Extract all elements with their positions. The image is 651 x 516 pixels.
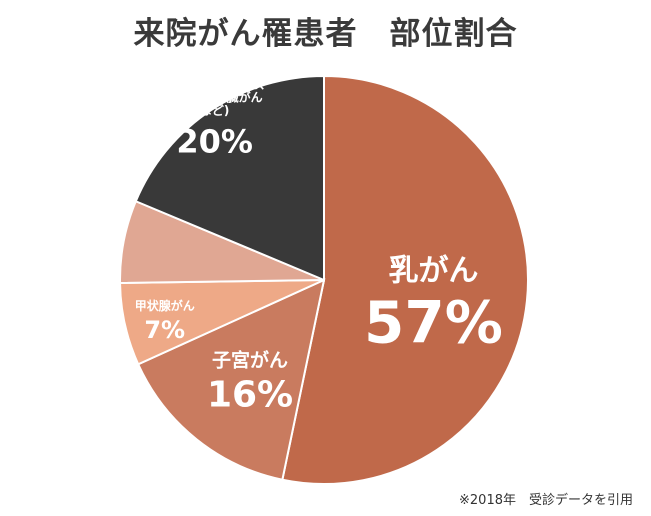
slice-label-4-line-0: そのほか <box>191 65 239 79</box>
slice-value-4: 20% <box>176 123 253 161</box>
pie-slice-4 <box>134 74 325 282</box>
chart-title: 来院がん罹患者 部位割合 <box>133 16 518 52</box>
slice-label-1: 子宮がん <box>212 348 288 371</box>
pie-slices <box>119 74 529 485</box>
slice-label-2: 甲状腺がん <box>135 298 195 313</box>
slice-label-4-line-2: 胃がん、肝臓がん <box>167 90 263 105</box>
slice-label-4-line-1: (卵巣がん、肺がん、 <box>158 77 272 92</box>
slice-value-0: 57% <box>364 288 503 356</box>
pie-slice-1 <box>136 278 326 481</box>
slice-label-0: 乳がん <box>388 253 478 288</box>
slice-value-2: 7% <box>144 316 185 344</box>
source-note: ※2018年 受診データを引用 <box>459 493 633 508</box>
slice-label-4-line-3: など) <box>200 104 230 118</box>
slice-value-1: 16% <box>207 374 293 415</box>
pie-slice-0 <box>281 74 529 485</box>
